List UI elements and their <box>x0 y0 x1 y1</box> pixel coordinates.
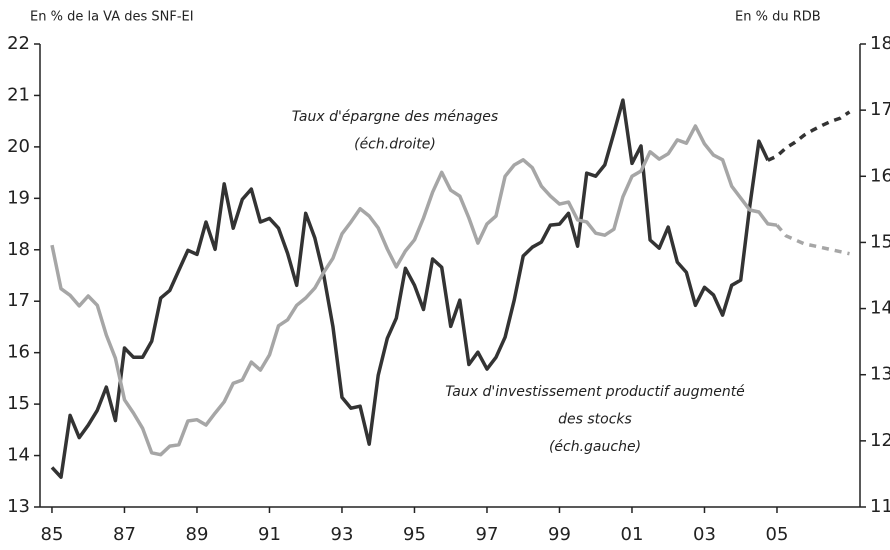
y-axis-label: En % de la VA des SNF-EI <box>30 10 194 25</box>
y-tick-label: 17 <box>7 290 30 311</box>
series-line-projection <box>767 110 851 162</box>
y2-tick-label: 11 <box>870 496 890 517</box>
x-tick-label: 05 <box>766 524 789 545</box>
y2-tick-label: 15 <box>870 231 890 252</box>
x-tick-label: 97 <box>476 524 499 545</box>
y-tick-label: 15 <box>7 393 30 414</box>
y2-tick-label: 13 <box>870 364 890 385</box>
x-tick-label: 95 <box>403 524 426 545</box>
x-tick-label: 87 <box>113 524 136 545</box>
x-tick-label: 89 <box>186 524 209 545</box>
x-tick-label: 91 <box>258 524 281 545</box>
y2-axis-label: En % du RDB <box>735 10 821 25</box>
annotation: (éch.droite) <box>354 137 436 153</box>
annotation: des stocks <box>558 412 632 428</box>
x-tick-label: 03 <box>693 524 716 545</box>
y-tick-label: 14 <box>7 445 30 466</box>
x-tick-label: 85 <box>41 524 64 545</box>
y-tick-label: 20 <box>7 136 30 157</box>
y2-tick-label: 18 <box>870 33 890 54</box>
y-tick-label: 19 <box>7 187 30 208</box>
series-line <box>50 124 778 457</box>
x-tick-label: 99 <box>548 524 571 545</box>
y2-tick-label: 14 <box>870 298 890 319</box>
x-tick-label: 01 <box>621 524 644 545</box>
annotation: Taux d'investissement productif augmenté <box>445 384 745 400</box>
y-tick-label: 21 <box>7 84 30 105</box>
y2-tick-label: 17 <box>870 99 890 120</box>
y2-tick-label: 12 <box>870 430 890 451</box>
annotation: Taux d'épargne des ménages <box>292 109 498 125</box>
y-tick-label: 22 <box>7 33 30 54</box>
series-line-projection <box>775 224 850 256</box>
y-tick-label: 13 <box>7 496 30 517</box>
y-tick-label: 16 <box>7 342 30 363</box>
annotation: (éch.gauche) <box>549 439 641 455</box>
x-tick-label: 93 <box>331 524 354 545</box>
y2-tick-label: 16 <box>870 165 890 186</box>
series-line <box>50 98 770 479</box>
y-tick-label: 18 <box>7 239 30 260</box>
